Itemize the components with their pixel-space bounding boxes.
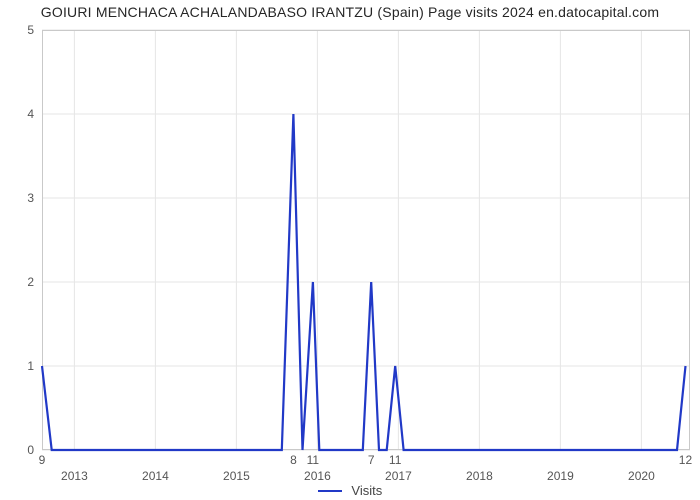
legend-label: Visits (351, 483, 382, 498)
svg-text:2: 2 (27, 275, 34, 289)
svg-text:2018: 2018 (466, 469, 493, 483)
svg-text:2017: 2017 (385, 469, 412, 483)
svg-text:2019: 2019 (547, 469, 574, 483)
svg-text:2013: 2013 (61, 469, 88, 483)
svg-text:9: 9 (39, 453, 46, 467)
svg-text:7: 7 (368, 453, 375, 467)
svg-text:4: 4 (27, 107, 34, 121)
svg-text:12: 12 (679, 453, 693, 467)
legend-swatch (318, 490, 342, 492)
svg-text:0: 0 (27, 443, 34, 457)
svg-text:2015: 2015 (223, 469, 250, 483)
svg-text:11: 11 (389, 453, 402, 467)
svg-text:8: 8 (290, 453, 297, 467)
svg-text:2014: 2014 (142, 469, 169, 483)
svg-text:2016: 2016 (304, 469, 331, 483)
svg-text:1: 1 (27, 359, 34, 373)
svg-text:3: 3 (27, 191, 34, 205)
svg-text:5: 5 (27, 23, 34, 37)
svg-text:2020: 2020 (628, 469, 655, 483)
visits-chart: 0123452013201420152016201720182019202098… (42, 30, 690, 490)
svg-text:11: 11 (307, 453, 320, 467)
chart-title: GOIURI MENCHACA ACHALANDABASO IRANTZU (S… (0, 4, 700, 20)
chart-legend: Visits (0, 482, 700, 498)
